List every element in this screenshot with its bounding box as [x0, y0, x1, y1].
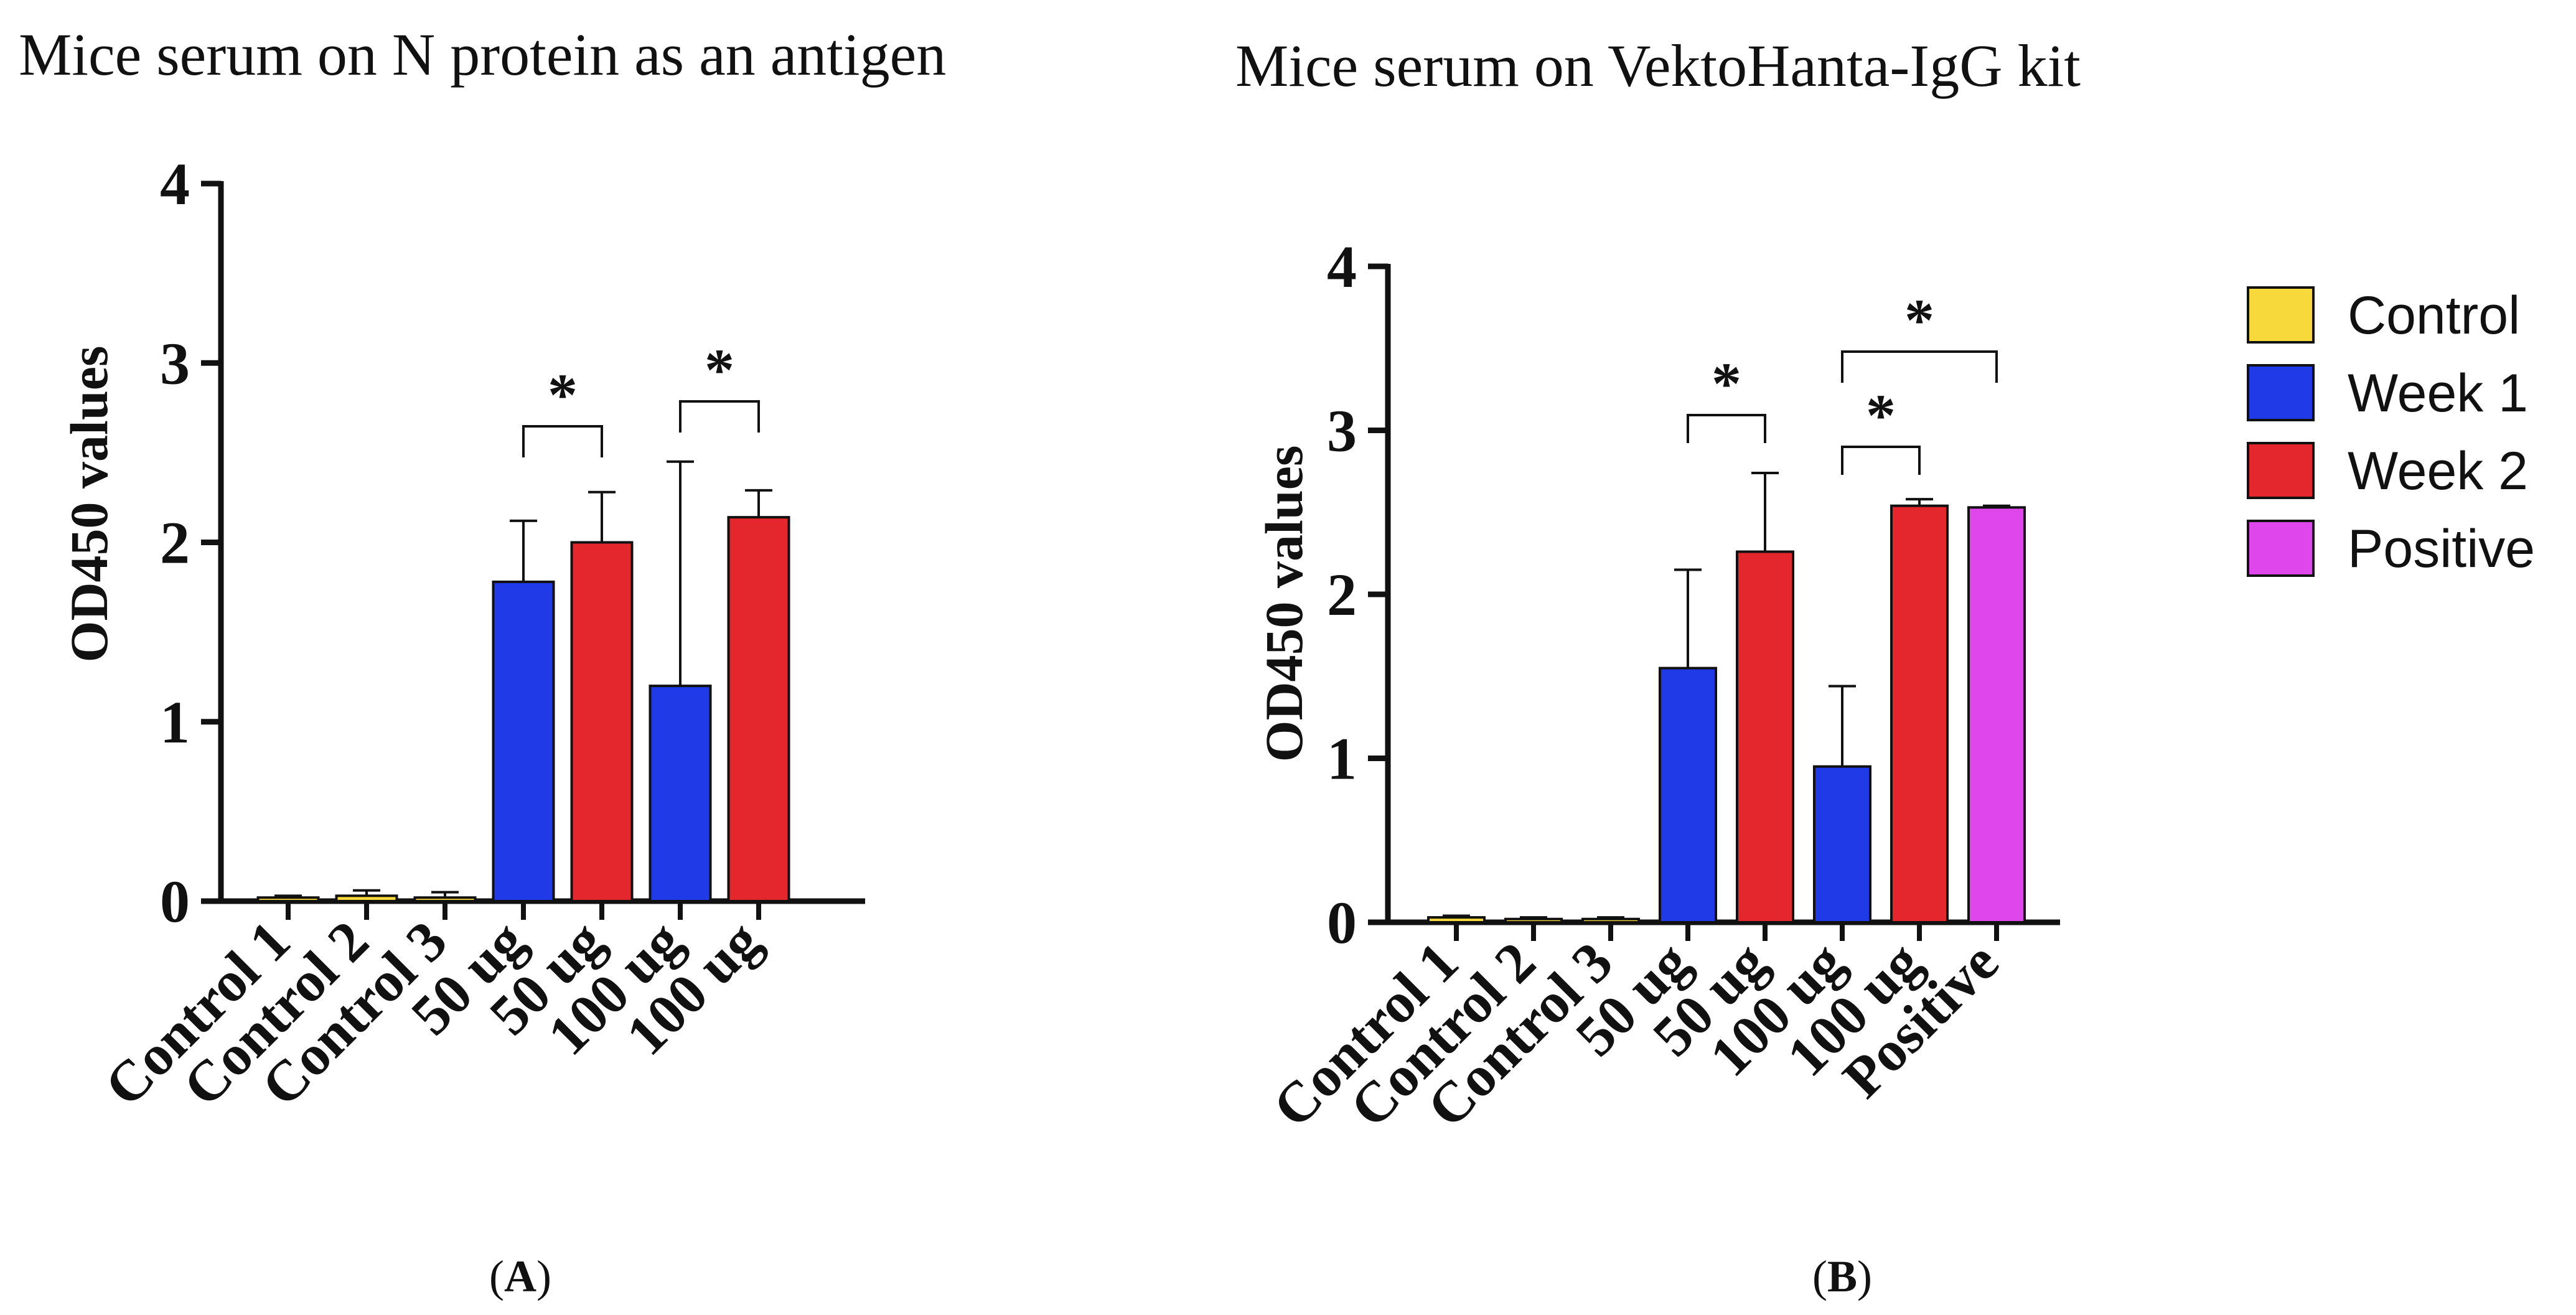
bar-a-4 [570, 541, 634, 902]
significance-bracket-b-2 [1841, 350, 1998, 383]
significance-star-b-0: * [1712, 350, 1741, 417]
significance-bracket-a-1 [679, 400, 760, 433]
bar-a-1 [335, 894, 398, 903]
y-tick-label-b: 2 [1327, 561, 1357, 628]
panel-label-b: (B) [1812, 1252, 1872, 1301]
y-tick-label-b: 4 [1327, 233, 1357, 300]
y-tick-label-b: 0 [1327, 889, 1357, 956]
significance-star-b-2: * [1904, 287, 1934, 353]
legend-swatch-2 [2247, 442, 2315, 499]
legend-label-1: Week 1 [2348, 363, 2528, 423]
chart-title-b: Mice serum on VektoHanta-IgG kit [1235, 32, 2081, 99]
bar-a-6 [727, 516, 790, 902]
y-tick-label-b: 3 [1327, 398, 1357, 464]
bar-b-1 [1504, 917, 1563, 924]
y-tick-label-a: 2 [160, 510, 190, 576]
significance-bracket-b-1 [1841, 446, 1921, 475]
legend-label-0: Control [2348, 286, 2520, 345]
legend: Control Week 1 Week 2 Positive [2247, 286, 2535, 579]
legend-label-2: Week 2 [2348, 441, 2528, 501]
bar-b-7 [1967, 506, 2026, 924]
significance-bracket-b-0 [1687, 414, 1766, 443]
significance-star-b-1: * [1866, 382, 1896, 449]
y-tick-label-a: 3 [160, 330, 190, 396]
legend-swatch-0 [2247, 286, 2315, 344]
y-axis-label-b: OD450 values [1254, 446, 1314, 762]
significance-bracket-a-0 [522, 425, 603, 457]
y-tick-label-a: 1 [160, 689, 190, 756]
bar-a-2 [413, 896, 477, 902]
chart-panel-b: Mice serum on VektoHanta-IgG kit OD450 v… [1235, 32, 2081, 1301]
y-tick-label-b: 1 [1327, 726, 1357, 792]
significance-star-a-0: * [548, 362, 578, 428]
panel-label-a: (A) [489, 1252, 551, 1301]
bar-b-0 [1427, 916, 1486, 924]
bar-a-5 [649, 685, 712, 902]
bar-b-3 [1659, 667, 1717, 924]
legend-swatch-1 [2247, 364, 2315, 421]
bar-b-2 [1581, 917, 1640, 924]
y-tick-label-a: 0 [160, 868, 190, 935]
bar-b-5 [1813, 765, 1871, 924]
chart-panel-a: Mice serum on N protein as an antigen OD… [19, 21, 946, 1301]
chart-title-a: Mice serum on N protein as an antigen [19, 21, 946, 88]
significance-star-a-1: * [705, 337, 734, 403]
bar-a-3 [492, 580, 555, 902]
bar-b-6 [1890, 504, 1949, 924]
legend-swatch-3 [2247, 520, 2315, 577]
y-tick-label-a: 4 [160, 151, 190, 217]
bar-b-4 [1736, 550, 1794, 924]
y-axis-label-a: OD450 values [59, 346, 119, 663]
bar-a-0 [256, 896, 320, 902]
legend-label-3: Positive [2348, 519, 2535, 579]
